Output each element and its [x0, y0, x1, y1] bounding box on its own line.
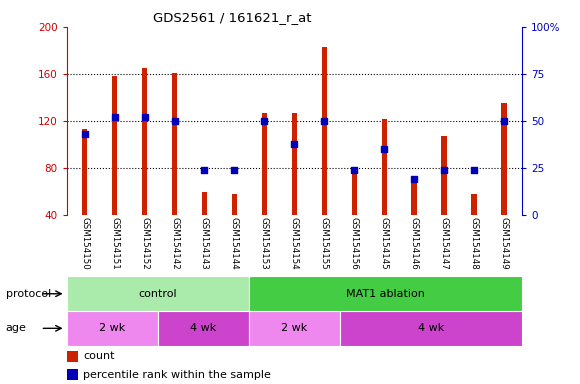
Text: percentile rank within the sample: percentile rank within the sample [83, 370, 271, 380]
Text: GDS2561 / 161621_r_at: GDS2561 / 161621_r_at [153, 12, 311, 25]
Text: GSM154145: GSM154145 [380, 217, 389, 270]
Bar [232, 194, 237, 215]
Text: 2 wk: 2 wk [99, 323, 125, 333]
Bar [202, 192, 207, 215]
Text: GSM154151: GSM154151 [110, 217, 119, 270]
Point [230, 167, 239, 173]
Text: 2 wk: 2 wk [281, 323, 307, 333]
Point [80, 131, 89, 137]
Point [140, 114, 149, 120]
Bar [67, 369, 78, 380]
Point [350, 167, 359, 173]
Text: GSM154155: GSM154155 [320, 217, 329, 270]
Point [170, 118, 179, 124]
Point [290, 141, 299, 147]
Text: GSM154146: GSM154146 [409, 217, 419, 270]
Text: GSM154150: GSM154150 [80, 217, 89, 270]
Point [440, 167, 449, 173]
Bar [67, 351, 78, 362]
Text: control: control [139, 289, 177, 299]
Point [469, 167, 478, 173]
Text: GSM154154: GSM154154 [290, 217, 299, 270]
Text: GSM154142: GSM154142 [170, 217, 179, 270]
Point [260, 118, 269, 124]
Bar [351, 173, 357, 215]
Bar [411, 180, 417, 215]
Bar [262, 113, 267, 215]
Point [320, 118, 329, 124]
Text: age: age [6, 323, 27, 333]
Text: GSM154149: GSM154149 [499, 217, 509, 270]
Bar [82, 129, 88, 215]
Text: count: count [83, 351, 115, 361]
Bar [67, 311, 158, 346]
Bar [441, 136, 447, 215]
Bar [472, 194, 477, 215]
Text: MAT1 ablation: MAT1 ablation [346, 289, 425, 299]
Bar [321, 47, 327, 215]
Text: 4 wk: 4 wk [190, 323, 216, 333]
Text: GSM154152: GSM154152 [140, 217, 149, 270]
Text: GSM154144: GSM154144 [230, 217, 239, 270]
Bar [67, 276, 249, 311]
Text: GSM154143: GSM154143 [200, 217, 209, 270]
Point [409, 176, 419, 182]
Bar [292, 113, 297, 215]
Text: GSM154147: GSM154147 [440, 217, 448, 270]
Bar [501, 103, 507, 215]
Point [499, 118, 509, 124]
Bar [340, 311, 522, 346]
Bar [382, 119, 387, 215]
Bar [172, 73, 177, 215]
Text: protocol: protocol [6, 289, 51, 299]
Text: GSM154153: GSM154153 [260, 217, 269, 270]
Bar [158, 311, 249, 346]
Point [379, 146, 389, 152]
Point [200, 167, 209, 173]
Bar [249, 276, 522, 311]
Point [110, 114, 119, 120]
Text: GSM154148: GSM154148 [470, 217, 478, 270]
Text: 4 wk: 4 wk [418, 323, 444, 333]
Bar [112, 76, 117, 215]
Bar [142, 68, 147, 215]
Text: GSM154156: GSM154156 [350, 217, 359, 270]
Bar [249, 311, 340, 346]
